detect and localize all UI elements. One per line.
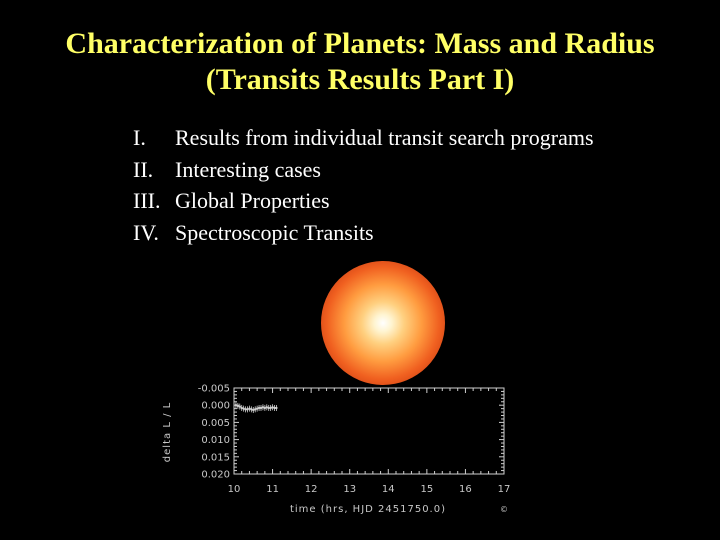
x-tick-label: 10 — [228, 484, 241, 495]
outline-item-text: Spectroscopic Transits — [175, 219, 374, 245]
y-tick-label: 0.005 — [201, 418, 230, 429]
outline-item-number: I. — [133, 125, 146, 150]
data-point — [261, 406, 265, 409]
x-tick-label: 15 — [420, 484, 433, 495]
x-tick-label: 13 — [343, 484, 356, 495]
outline-item-text: Interesting cases — [175, 156, 321, 182]
transit-light-curve: -0.005 0.000 0.005 0.010 0.015 0.020 10 11 12 13… — [162, 384, 511, 516]
y-tick-label: 0.000 — [201, 401, 230, 412]
data-point — [259, 406, 263, 410]
plot-frame — [233, 387, 505, 475]
outline-item: II. Interesting cases — [133, 154, 594, 186]
outline-list: I. Results from individual transit searc… — [133, 122, 594, 248]
data-point — [267, 406, 270, 410]
y-tick-label: 0.010 — [201, 435, 230, 446]
outline-item-text: Global Properties — [175, 188, 330, 213]
y-tick-label: 0.020 — [201, 470, 230, 481]
data-points — [234, 402, 278, 414]
data-point — [236, 404, 240, 408]
outline-item-number: III. — [133, 188, 161, 213]
outline-item-number: IV. — [133, 219, 159, 245]
data-point — [234, 404, 238, 407]
slide-title-line-2: (Transits Results Part I) — [205, 63, 515, 96]
data-point — [244, 408, 247, 411]
x-tick-label: 11 — [266, 484, 279, 495]
data-point — [240, 406, 243, 410]
outline-item: I. Results from individual transit searc… — [133, 122, 594, 154]
data-point — [246, 408, 249, 411]
data-point — [273, 406, 276, 410]
x-axis-label: time (hrs, HJD 2451750.0) — [290, 504, 446, 515]
y-tick-marks — [234, 387, 504, 475]
data-point — [250, 408, 253, 411]
x-tick-label: 17 — [498, 484, 511, 495]
slide-title-line-1: Characterization of Planets: Mass and Ra… — [65, 27, 655, 60]
data-point — [269, 406, 272, 410]
data-point — [263, 406, 267, 410]
star-disk-image — [321, 261, 445, 385]
data-point — [242, 407, 245, 410]
y-tick-label: 0.015 — [201, 452, 230, 463]
outline-item-text: Results from individual transit search p… — [175, 125, 594, 150]
slide-title: Characterization of Planets: Mass and Ra… — [0, 26, 720, 98]
y-axis-label: delta L / L — [162, 402, 173, 462]
data-point — [271, 406, 274, 409]
x-tick-label: 14 — [382, 484, 395, 495]
x-tick-labels: 10 11 12 13 14 15 16 17 — [228, 484, 511, 495]
outline-item: IV. Spectroscopic Transits — [133, 217, 594, 249]
data-point — [257, 406, 261, 410]
data-point — [238, 405, 241, 408]
data-point — [254, 408, 257, 411]
outline-item-number: II. — [133, 156, 154, 182]
data-point — [252, 408, 255, 412]
corner-mark: © — [500, 505, 508, 514]
y-tick-labels: -0.005 0.000 0.005 0.010 0.015 0.020 — [198, 384, 230, 481]
outline-item: III. Global Properties — [133, 185, 594, 217]
data-point — [265, 406, 268, 409]
data-point — [248, 407, 251, 410]
x-tick-label: 12 — [305, 484, 318, 495]
data-point — [255, 407, 259, 410]
x-tick-label: 16 — [459, 484, 472, 495]
x-tick-marks — [233, 388, 505, 474]
data-point — [275, 406, 278, 410]
y-tick-label: -0.005 — [198, 384, 230, 395]
